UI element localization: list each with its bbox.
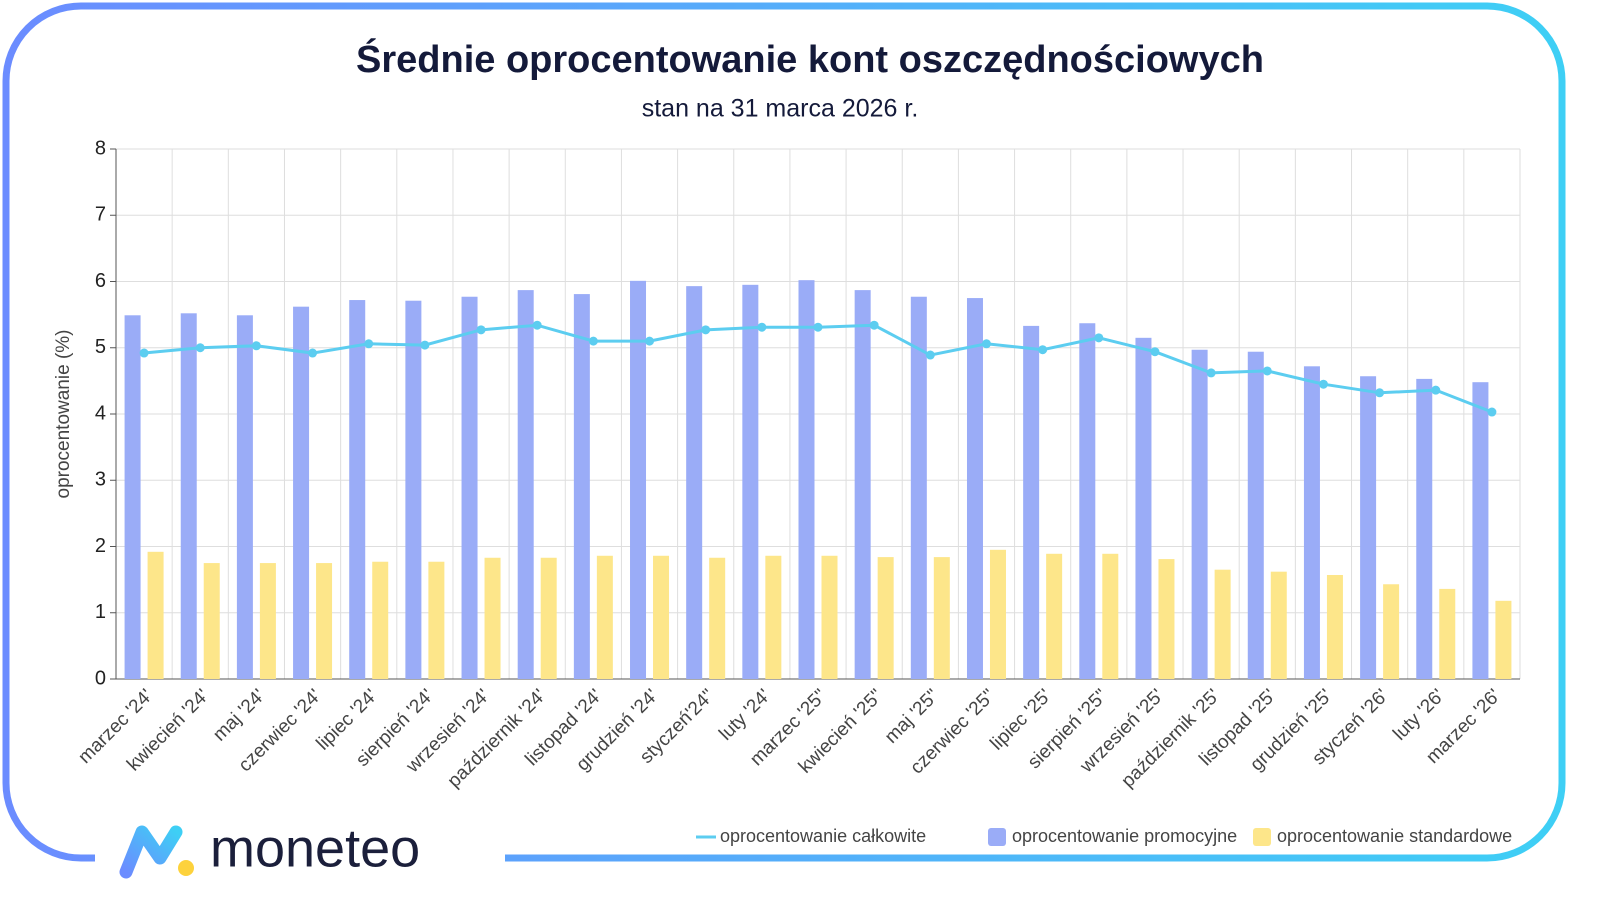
bar [1247, 351, 1264, 679]
y-tick-label: 4 [95, 402, 106, 424]
line-point [420, 340, 430, 350]
bar [372, 561, 389, 679]
y-tick-label: 2 [95, 535, 106, 557]
line-point [1431, 385, 1441, 395]
bar [405, 300, 422, 679]
bar [1326, 574, 1343, 679]
line-point [588, 336, 598, 346]
line-point [364, 339, 374, 349]
chart-title: Średnie oprocentowanie kont oszczędności… [356, 37, 1264, 81]
bar [596, 555, 613, 679]
line-point [251, 341, 261, 351]
y-tick-label: 0 [95, 667, 106, 689]
line-point [1262, 366, 1272, 376]
bar [259, 563, 276, 679]
line-point [757, 322, 767, 332]
line-point [925, 350, 935, 360]
line-point [813, 322, 823, 332]
bar [989, 549, 1006, 679]
line-point [1094, 333, 1104, 343]
bar [1214, 569, 1231, 679]
bar [1046, 553, 1063, 679]
bar [1495, 600, 1512, 679]
line-point [645, 336, 655, 346]
y-axis-label: oprocentowanie (%) [53, 330, 74, 499]
bar [1303, 366, 1320, 679]
bar [910, 296, 927, 679]
bar [630, 280, 647, 679]
bar [147, 551, 164, 679]
y-tick-label: 5 [95, 336, 106, 358]
bar [1135, 337, 1152, 679]
line-point [1375, 388, 1385, 398]
bar [742, 284, 759, 679]
bar [203, 563, 220, 679]
chart-subtitle: stan na 31 marca 2026 r. [642, 95, 919, 123]
y-tick-label: 8 [95, 137, 106, 159]
bar [798, 280, 815, 679]
y-tick-label: 3 [95, 469, 106, 491]
bar [709, 557, 726, 679]
bar [573, 294, 590, 679]
line [143, 323, 1493, 414]
bar [1023, 325, 1040, 679]
line-point [1487, 407, 1497, 417]
bar [180, 313, 197, 679]
x-tick-label: październik '24' [444, 685, 551, 792]
bar [854, 290, 871, 679]
y-tick-label: 1 [95, 601, 106, 623]
bar [821, 555, 838, 679]
line-point [139, 348, 149, 358]
line-point [869, 320, 879, 330]
bar [540, 557, 557, 679]
line-point [1150, 347, 1160, 357]
bar [966, 298, 983, 679]
bar [461, 296, 478, 679]
bar [428, 561, 445, 679]
bar [1472, 382, 1489, 679]
legend-swatch [1253, 828, 1271, 846]
line-point [532, 320, 542, 330]
bar [1191, 349, 1208, 679]
bar [933, 557, 950, 679]
line-point [1206, 368, 1216, 378]
brand: moneteo [210, 818, 420, 878]
bar [1158, 559, 1175, 679]
line-point [701, 325, 711, 335]
bar [1270, 571, 1287, 679]
logo-mark [119, 825, 183, 879]
bar [653, 555, 670, 679]
bar [349, 300, 366, 679]
y-tick-label: 6 [95, 270, 106, 292]
bar [517, 290, 534, 679]
bar [1416, 378, 1433, 679]
y-tick-label: 7 [95, 204, 106, 226]
bar [1102, 553, 1119, 679]
bar [765, 555, 782, 679]
bar [236, 315, 253, 679]
logo-dot [178, 860, 194, 876]
bar [877, 557, 894, 679]
line-point [195, 343, 205, 353]
bar [1439, 588, 1456, 679]
legend-label: oprocentowanie promocyjne [1012, 826, 1237, 846]
bar [293, 306, 310, 679]
line-point [476, 325, 486, 335]
legend-swatch [988, 828, 1006, 846]
bar [316, 563, 333, 679]
bar [124, 315, 141, 679]
bar [1360, 376, 1377, 679]
bar [1079, 323, 1096, 679]
line-point [308, 348, 318, 358]
x-tick-label: październik '25' [1118, 685, 1225, 792]
legend-label: oprocentowanie całkowite [720, 826, 926, 846]
line-point [1038, 345, 1048, 355]
line-point [981, 339, 991, 349]
line-point [1318, 379, 1328, 389]
legend-label: oprocentowanie standardowe [1277, 826, 1512, 846]
bar [686, 286, 703, 679]
bar [484, 557, 501, 679]
bar [1383, 584, 1400, 679]
